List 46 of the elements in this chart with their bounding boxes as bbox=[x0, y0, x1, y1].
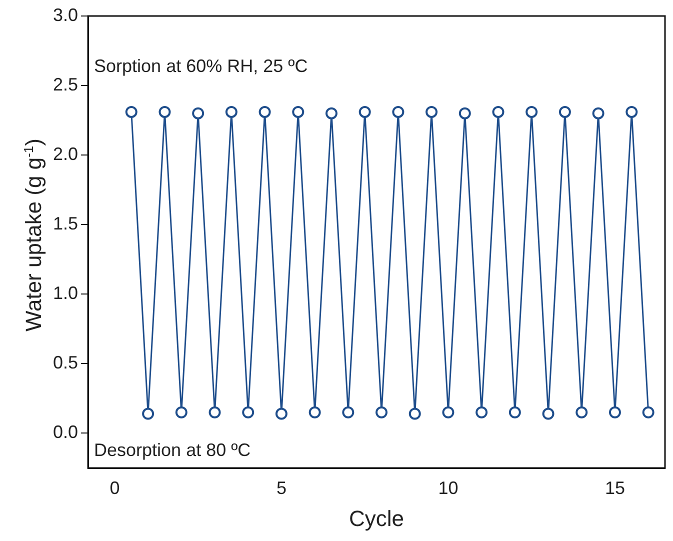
y-tick-label: 0.0 bbox=[52, 422, 78, 442]
point bbox=[476, 406, 488, 418]
point bbox=[542, 408, 554, 420]
point bbox=[526, 106, 538, 118]
annotation: Desorption at 80 ºC bbox=[94, 440, 251, 460]
y-tick-label: 1.0 bbox=[52, 283, 78, 304]
point bbox=[608, 406, 621, 418]
point bbox=[458, 107, 471, 120]
y-tick-label: 3.0 bbox=[52, 4, 78, 25]
point bbox=[558, 106, 571, 118]
point bbox=[492, 106, 504, 118]
point bbox=[576, 406, 588, 418]
y-tick-label: 2.0 bbox=[52, 144, 78, 164]
point bbox=[442, 406, 454, 418]
point bbox=[125, 106, 138, 118]
point bbox=[158, 106, 171, 118]
point bbox=[325, 107, 338, 120]
point bbox=[642, 406, 654, 418]
point bbox=[592, 107, 604, 120]
point bbox=[258, 106, 271, 118]
x-tick-label: 15 bbox=[604, 478, 625, 498]
point bbox=[626, 106, 638, 118]
x-tick-label: 0 bbox=[110, 478, 120, 498]
y-tick-label: 0.5 bbox=[52, 352, 78, 373]
y-tick-label: 1.5 bbox=[52, 214, 78, 234]
point bbox=[392, 106, 404, 118]
x-tick-label: 5 bbox=[276, 478, 286, 498]
point bbox=[292, 106, 304, 118]
x-tick-label: 10 bbox=[438, 478, 458, 498]
point bbox=[408, 408, 421, 420]
point bbox=[225, 106, 238, 118]
point bbox=[142, 408, 154, 420]
point bbox=[208, 406, 221, 418]
annotation: Sorption at 60% RH, 25 ºC bbox=[94, 56, 308, 76]
point bbox=[308, 406, 321, 418]
point bbox=[275, 408, 288, 420]
point bbox=[175, 406, 188, 418]
point bbox=[426, 106, 438, 118]
point bbox=[376, 406, 388, 418]
point bbox=[358, 106, 371, 118]
point bbox=[342, 406, 354, 418]
point bbox=[242, 406, 254, 418]
x-axis-title: Cycle bbox=[349, 506, 404, 531]
y-tick-label: 2.5 bbox=[52, 74, 78, 95]
point bbox=[192, 107, 204, 120]
point bbox=[508, 406, 521, 418]
